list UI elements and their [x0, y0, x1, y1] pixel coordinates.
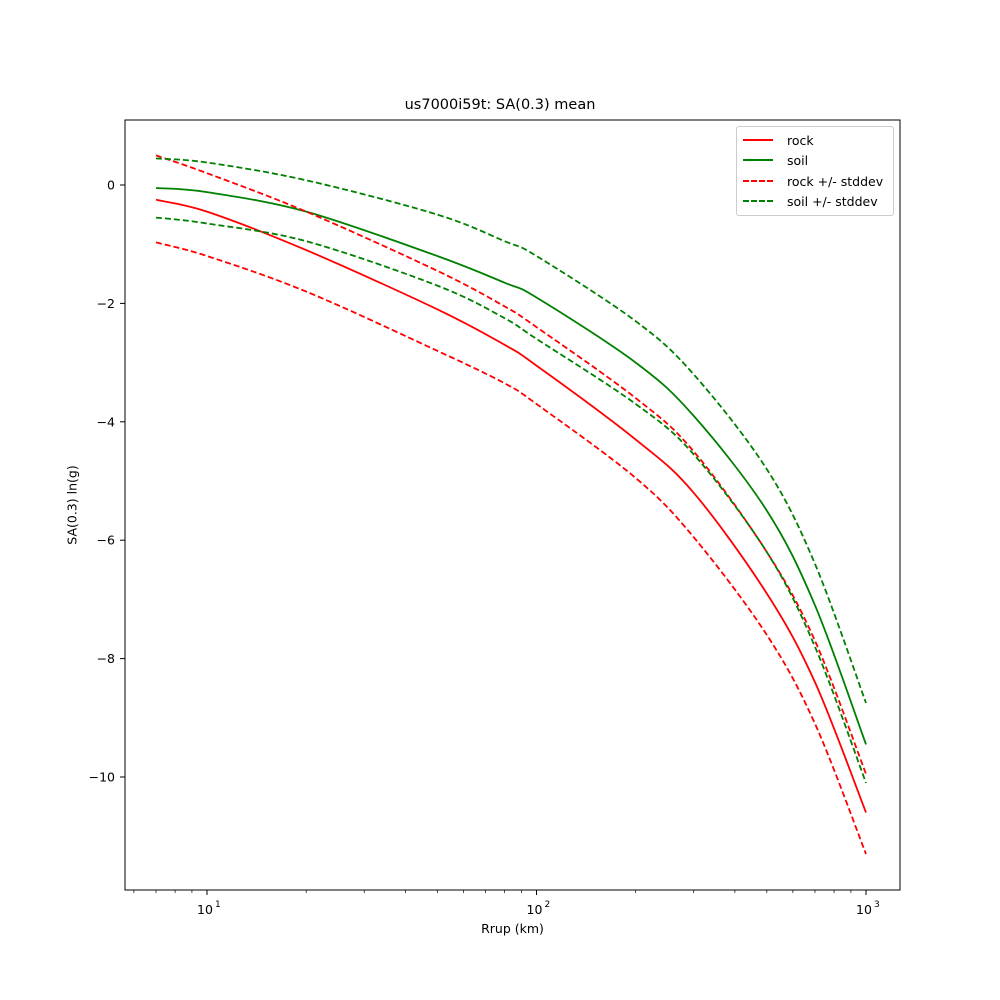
legend-swatch-soil: [743, 159, 773, 161]
legend: rock soil rock +/- stddev soil +/- stdde…: [736, 126, 894, 216]
y-tick-label: −8: [97, 651, 115, 666]
y-tick-label: 0: [107, 178, 115, 193]
series-line-5: [155, 216, 867, 784]
y-tick-label: −2: [97, 296, 115, 311]
y-axis-label: SA(0.3) ln(g): [64, 465, 80, 545]
plot-area: [125, 120, 900, 890]
legend-swatch-rock: [743, 139, 773, 141]
legend-item-soil: soil: [743, 150, 808, 170]
y-tick-label: −6: [97, 533, 115, 548]
legend-label: soil: [787, 152, 809, 168]
legend-item-rock-stddev: rock +/- stddev: [743, 171, 883, 191]
y-axis: 0 −2 −4 −6 −8 −10: [89, 178, 125, 785]
svg-text:3: 3: [874, 900, 880, 910]
plot-frame: [124, 119, 901, 891]
x-tick-label: 10: [856, 902, 872, 917]
svg-text:2: 2: [545, 900, 551, 910]
y-tick-label: −4: [97, 414, 115, 429]
x-axis-label: Rrup (km): [481, 921, 544, 936]
series-line-3: [155, 241, 867, 855]
svg-text:1: 1: [215, 900, 221, 910]
y-tick-label: −10: [89, 770, 115, 785]
series-layer: [155, 154, 867, 855]
legend-label: rock +/- stddev: [787, 173, 884, 189]
x-tick-label: 10: [197, 902, 213, 917]
x-axis: 10 1 10 2 10 3: [133, 890, 880, 917]
legend-label: rock: [787, 132, 814, 148]
chart-title: us7000i59t: SA(0.3) mean: [404, 97, 596, 113]
legend-swatch-soil-stddev: [743, 200, 773, 202]
series-line-4: [155, 157, 867, 704]
series-line-1: [155, 187, 867, 745]
legend-item-rock: rock: [743, 130, 814, 150]
series-line-2: [155, 154, 867, 775]
legend-swatch-rock-stddev: [743, 180, 773, 182]
x-tick-label: 10: [527, 902, 543, 917]
legend-label: soil +/- stddev: [787, 193, 878, 209]
series-line-0: [155, 198, 867, 813]
legend-item-soil-stddev: soil +/- stddev: [743, 191, 878, 211]
